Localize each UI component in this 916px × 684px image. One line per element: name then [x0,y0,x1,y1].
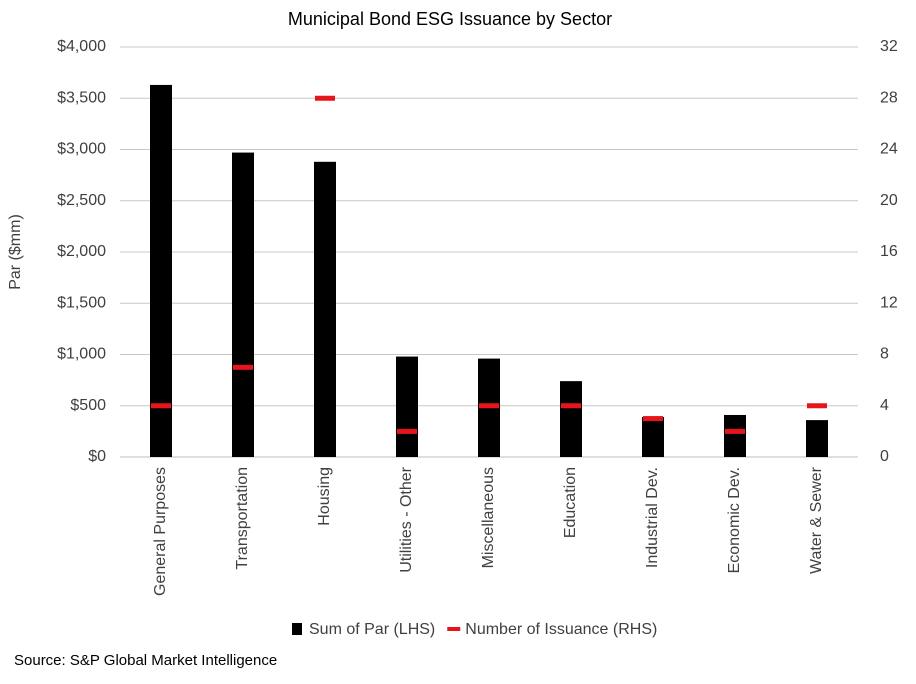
y2-tick-label: 0 [880,448,889,465]
bar [560,381,582,457]
bar [150,84,172,458]
y2-tick-label: 20 [880,192,898,209]
x-tick-label: Transportation [234,467,251,570]
dash-marker [643,416,663,422]
y-tick-label: $1,500 [57,294,106,311]
x-tick-label: Economic Dev. [726,467,743,573]
dash-marker [233,364,253,370]
source-note: Source: S&P Global Market Intelligence [14,652,277,669]
y-tick-label: $4,000 [57,38,106,55]
y2-tick-label: 12 [880,294,898,311]
dash-marker [725,428,745,434]
x-tick-label: Industrial Dev. [644,467,661,568]
y-tick-label: $3,000 [57,141,106,158]
dash-marker [561,403,581,409]
y2-tick-label: 4 [880,397,889,414]
legend-label: Sum of Par (LHS) [309,621,435,638]
x-tick-label: Utilities - Other [398,466,415,572]
y2-tick-label: 28 [880,89,898,106]
y2-tick-label: 16 [880,243,898,260]
chart-title: Municipal Bond ESG Issuance by Sector [288,9,612,29]
x-tick-label: Education [562,467,579,538]
bar [642,417,664,457]
dash-marker [397,428,417,434]
x-tick-label: Housing [316,467,333,526]
bar [232,152,254,457]
y-tick-label: $500 [70,397,106,414]
bar [396,356,418,457]
x-tick-label: Water & Sewer [808,466,825,574]
x-tick-label: General Purposes [152,467,169,596]
bar [724,414,746,457]
legend-label: Number of Issuance (RHS) [465,621,657,638]
dash-marker [807,403,827,409]
y-tick-label: $1,000 [57,346,106,363]
bar [314,161,336,458]
y2-tick-label: 32 [880,38,898,55]
y-tick-label: $2,000 [57,243,106,260]
x-tick-label: Miscellaneous [480,467,497,568]
dash-marker [479,403,499,409]
y2-tick-label: 24 [880,141,898,158]
dash-marker [315,95,335,101]
dash-marker [151,403,171,409]
y-tick-label: $2,500 [57,192,106,209]
y-tick-label: $3,500 [57,89,106,106]
legend-swatch [292,623,302,635]
legend-swatch [447,627,461,631]
y-tick-label: $0 [88,448,106,465]
y-axis-title: Par ($mm) [7,214,24,290]
bar [806,420,828,457]
y2-tick-label: 8 [880,346,889,363]
